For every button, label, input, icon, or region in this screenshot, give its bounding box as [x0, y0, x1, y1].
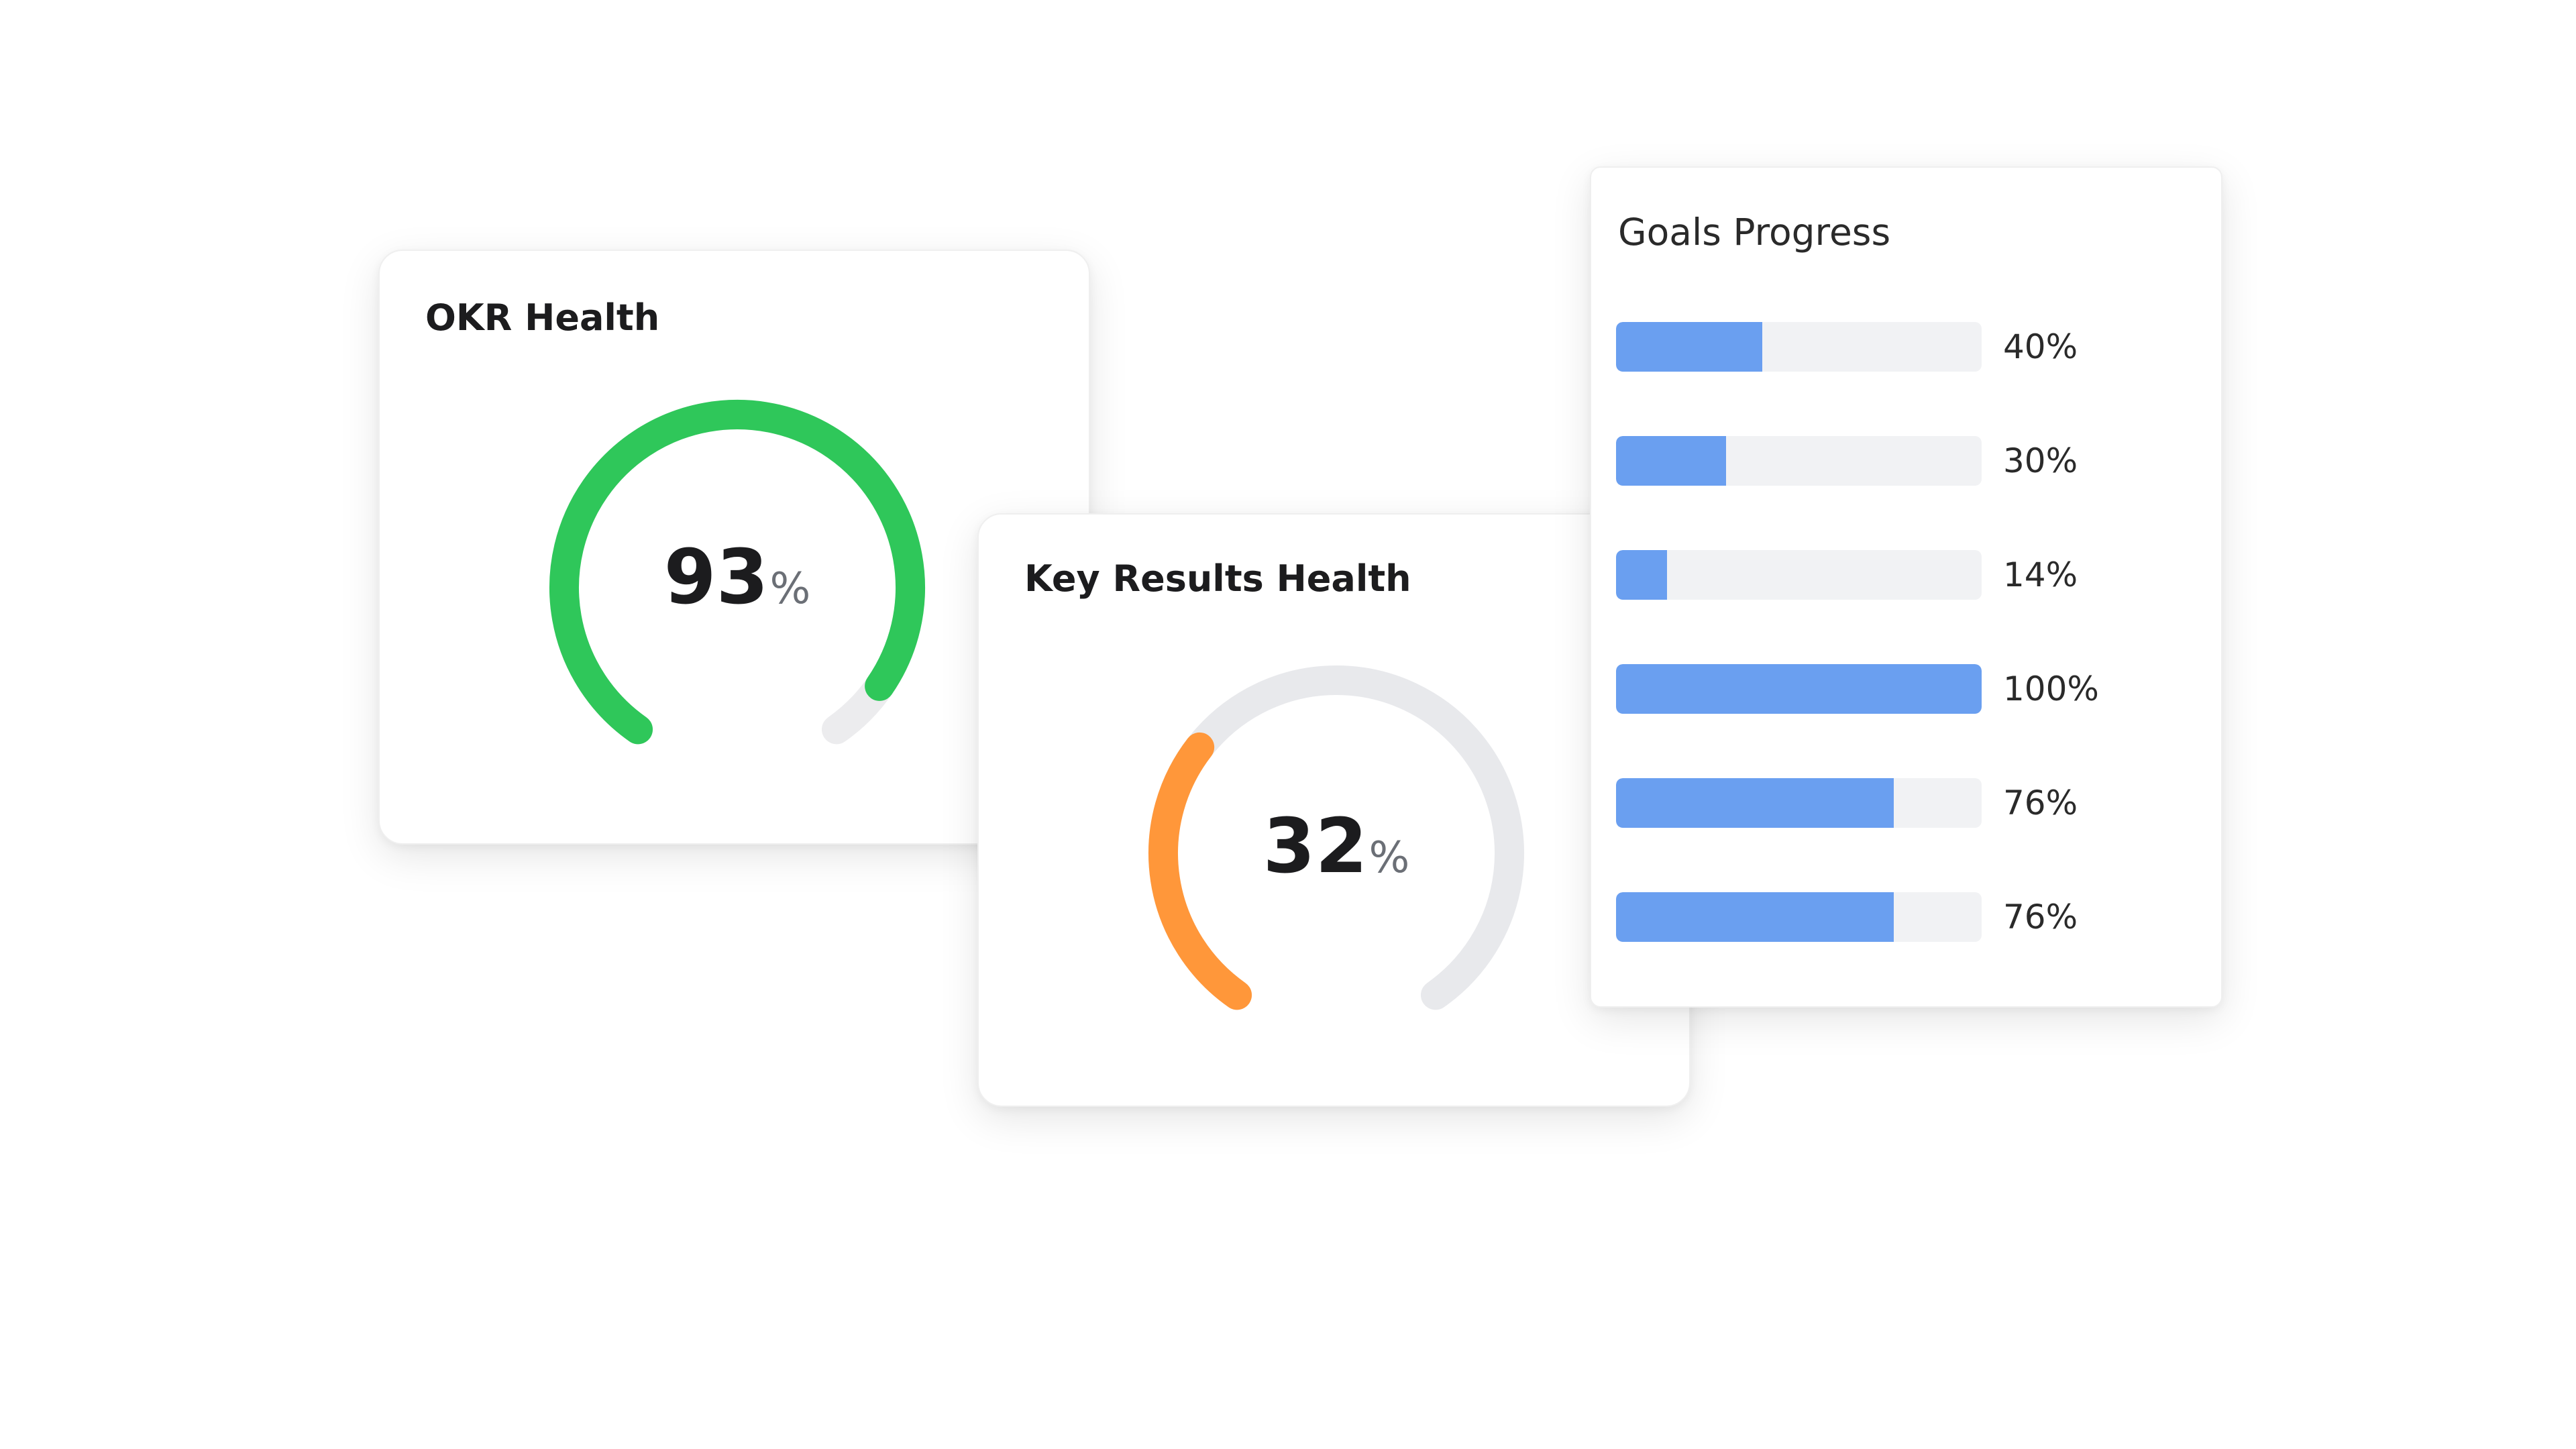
goal-progress-row: 30% — [1616, 435, 2193, 488]
okr-health-card: OKR Health 93% — [378, 250, 1090, 845]
goal-progress-track — [1616, 550, 1982, 600]
goal-progress-track — [1616, 664, 1982, 714]
goal-progress-bar — [1616, 664, 1982, 714]
key-results-health-gauge: 32% — [1142, 659, 1531, 1048]
okr-health-number: 93 — [663, 534, 769, 621]
goal-progress-label: 14% — [2003, 555, 2078, 594]
key-results-health-value: 32% — [1142, 803, 1531, 890]
goal-progress-track — [1616, 892, 1982, 942]
goal-progress-label: 76% — [2003, 784, 2078, 822]
goal-progress-bar — [1616, 778, 1894, 828]
key-results-health-title: Key Results Health — [1024, 557, 1411, 600]
goal-progress-bar — [1616, 436, 1726, 486]
okr-health-value: 93% — [543, 534, 932, 621]
goal-progress-label: 100% — [2003, 669, 2099, 708]
okr-health-unit: % — [769, 564, 811, 614]
goal-progress-row: 76% — [1616, 891, 2193, 945]
key-results-health-gauge-svg — [1148, 665, 1524, 1010]
goal-progress-bar — [1616, 550, 1668, 600]
key-results-health-gauge-arc — [1148, 732, 1252, 1010]
okr-health-gauge: 93% — [543, 393, 932, 782]
okr-health-gauge-svg — [549, 400, 925, 745]
goal-progress-track — [1616, 778, 1982, 828]
goal-progress-label: 30% — [2003, 441, 2078, 480]
key-results-health-unit: % — [1368, 833, 1410, 883]
key-results-health-card: Key Results Health 32% — [977, 513, 1690, 1107]
goals-progress-title: Goals Progress — [1618, 211, 1891, 254]
goal-progress-row: 14% — [1616, 549, 2193, 602]
goal-progress-bar — [1616, 892, 1894, 942]
goal-progress-row: 40% — [1616, 321, 2193, 374]
goal-progress-label: 76% — [2003, 898, 2078, 936]
okr-health-gauge-arc — [549, 400, 925, 745]
goal-progress-track — [1616, 436, 1982, 486]
goal-progress-track — [1616, 322, 1982, 372]
goal-progress-row: 100% — [1616, 663, 2193, 716]
goals-progress-card: Goals Progress 40% 30% 14% 100% 76% 76% — [1590, 166, 2222, 1008]
goal-progress-row: 76% — [1616, 777, 2193, 830]
key-results-health-number: 32 — [1263, 803, 1368, 890]
okr-health-title: OKR Health — [425, 297, 660, 339]
goal-progress-bar — [1616, 322, 1762, 372]
goal-progress-label: 40% — [2003, 327, 2078, 366]
